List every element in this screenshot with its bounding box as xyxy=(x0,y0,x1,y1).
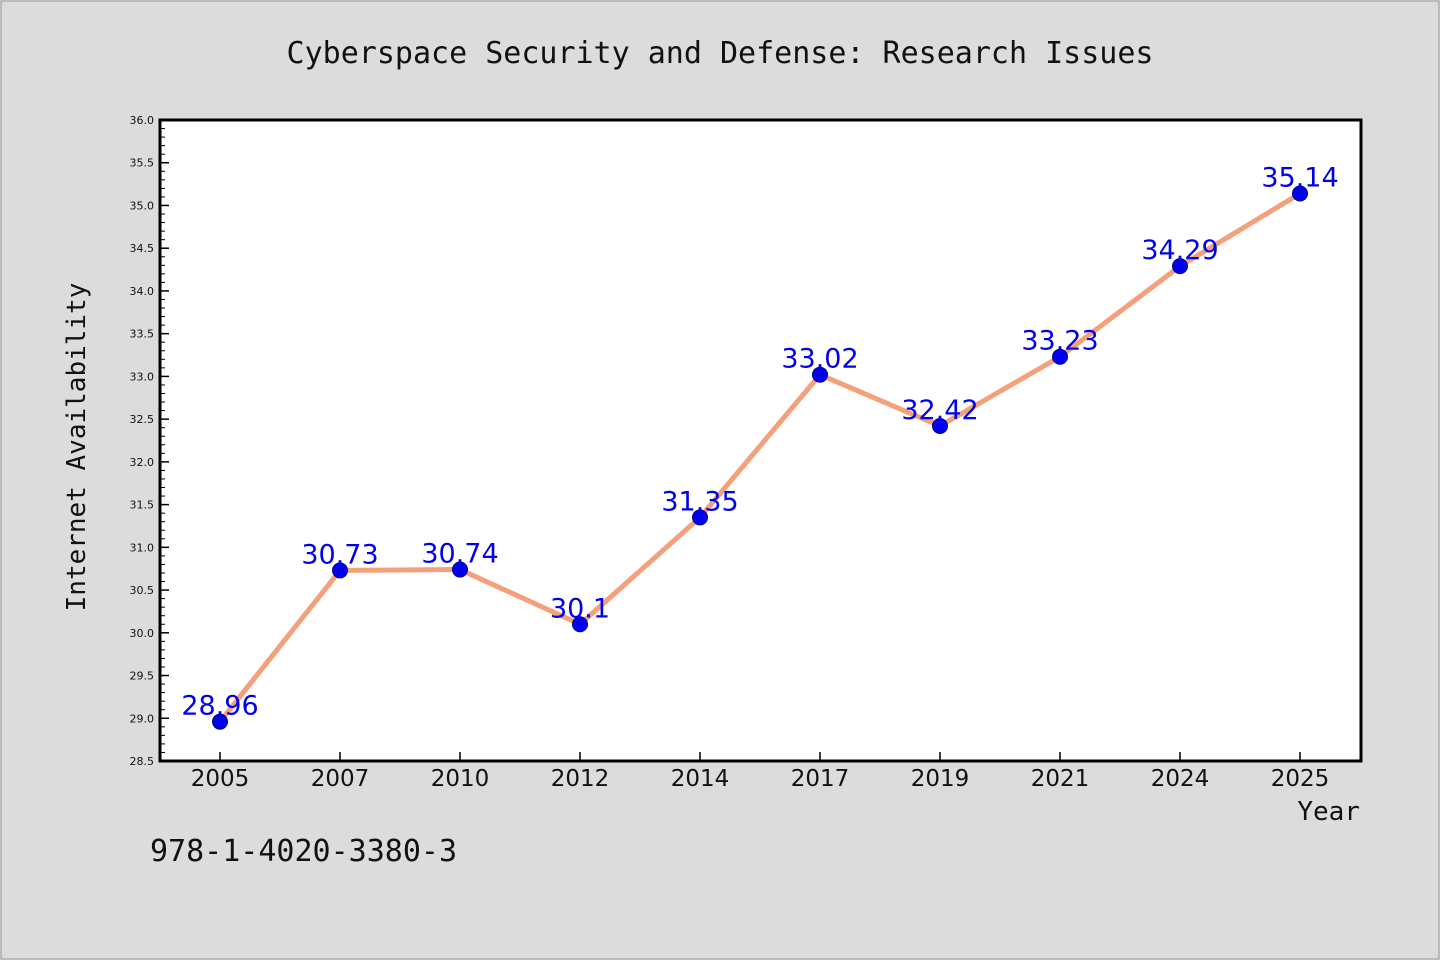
y-tick-label: 29.5 xyxy=(130,670,155,683)
y-tick-label: 36.0 xyxy=(130,114,155,127)
data-label: 33.02 xyxy=(781,344,858,375)
y-tick-label: 33.0 xyxy=(130,370,155,383)
data-label: 33.23 xyxy=(1021,326,1098,357)
y-tick-label: 28.5 xyxy=(130,755,155,768)
y-tick-label: 35.5 xyxy=(130,157,155,170)
data-point xyxy=(452,561,468,578)
data-label: 30.74 xyxy=(421,539,498,570)
data-point xyxy=(692,509,708,526)
data-point xyxy=(1052,348,1068,365)
data-label: 32.42 xyxy=(901,395,978,426)
data-label: 35.14 xyxy=(1261,163,1338,194)
y-tick-label: 33.5 xyxy=(130,328,155,341)
x-tick-label: 2019 xyxy=(911,766,970,792)
chart-title: Cyberspace Security and Defense: Researc… xyxy=(287,36,1154,71)
data-point xyxy=(812,366,828,383)
y-axis-label: Internet Availability xyxy=(62,283,92,612)
data-point xyxy=(212,713,228,730)
x-tick-label: 2007 xyxy=(311,766,370,792)
data-labels: 28.96 30.73 30.74 30.1 31.35 33.02 32.42 33.23 3… xyxy=(181,163,1338,722)
data-label: 28.96 xyxy=(181,691,258,722)
data-point xyxy=(1292,185,1308,202)
x-axis-ticks: 2005 2007 2010 2012 2014 2017 2019 2021 2024 2025 xyxy=(191,752,1330,792)
x-tick-label: 2021 xyxy=(1031,766,1090,792)
data-point xyxy=(572,616,588,633)
x-tick-label: 2017 xyxy=(791,766,850,792)
data-label: 30.73 xyxy=(301,539,378,570)
y-tick-label: 29.0 xyxy=(130,712,155,725)
x-tick-label: 2005 xyxy=(191,766,250,792)
data-point xyxy=(332,562,348,579)
y-tick-label: 34.5 xyxy=(130,242,155,255)
x-tick-label: 2010 xyxy=(431,766,490,792)
y-tick-label: 31.0 xyxy=(130,541,155,554)
y-tick-label: 30.5 xyxy=(130,584,155,597)
y-tick-label: 32.5 xyxy=(130,413,155,426)
x-tick-label: 2025 xyxy=(1271,766,1330,792)
x-tick-label: 2012 xyxy=(551,766,610,792)
data-label: 30.1 xyxy=(550,593,610,624)
series-line xyxy=(218,191,1302,724)
plot-frame xyxy=(158,118,1363,763)
y-axis-ticks: 28.5 29.0 29.5 30.0 30.5 31.0 31.5 32.0 32.5 33.0… xyxy=(130,114,169,768)
plot-area xyxy=(160,120,1361,761)
isbn-footnote: 978-1-4020-3380-3 xyxy=(150,834,458,869)
y-tick-label: 34.0 xyxy=(130,285,155,298)
data-label: 34.29 xyxy=(1141,235,1218,266)
data-label: 31.35 xyxy=(661,486,738,517)
y-tick-label: 30.0 xyxy=(130,627,155,640)
x-axis-label: Year xyxy=(1297,797,1360,827)
data-point xyxy=(1172,258,1188,275)
data-points xyxy=(212,185,1308,730)
x-tick-label: 2014 xyxy=(671,766,730,792)
x-tick-label: 2024 xyxy=(1151,766,1210,792)
data-point xyxy=(932,417,948,434)
y-tick-label: 32.0 xyxy=(130,456,155,469)
y-tick-label: 31.5 xyxy=(130,499,155,512)
y-tick-label: 35.0 xyxy=(130,199,155,212)
